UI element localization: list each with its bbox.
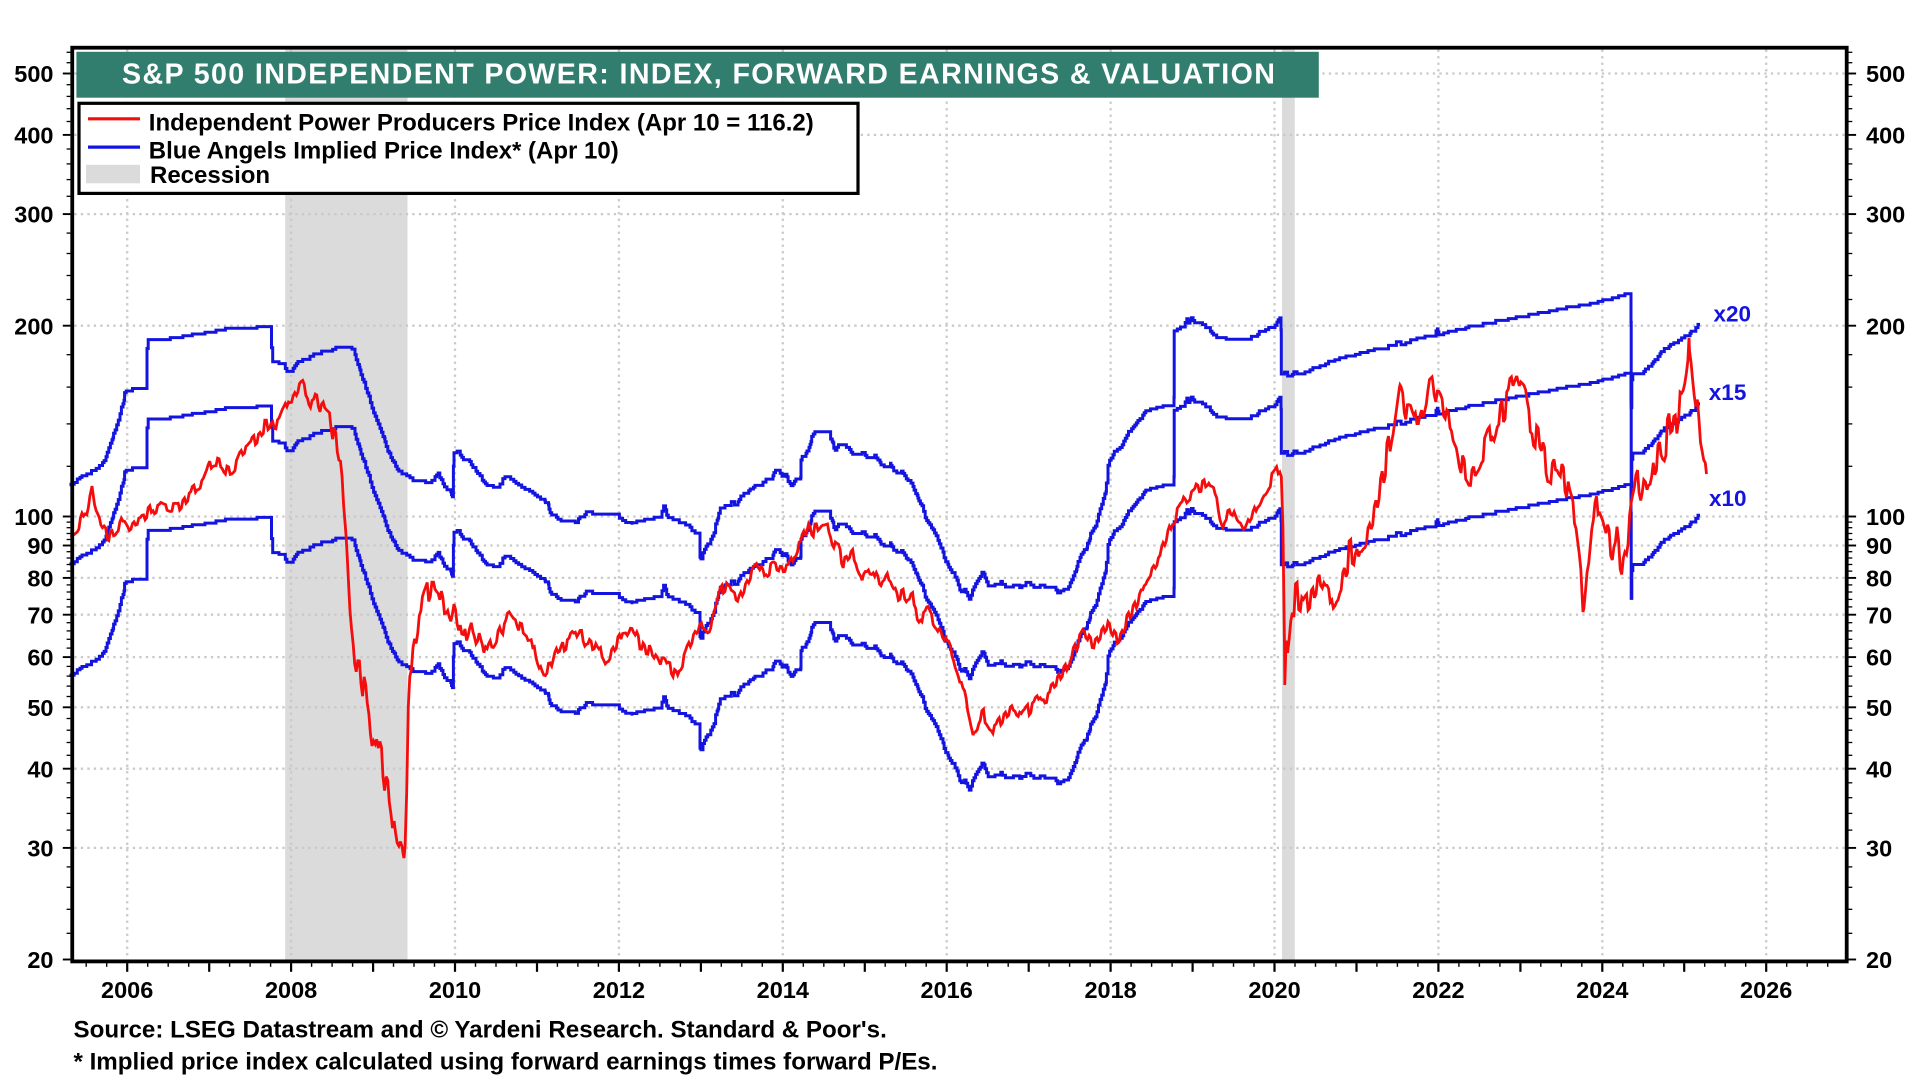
svg-text:2010: 2010 xyxy=(429,977,481,1003)
svg-text:200: 200 xyxy=(1866,313,1905,339)
svg-text:80: 80 xyxy=(1866,566,1892,592)
svg-text:2024: 2024 xyxy=(1576,977,1628,1003)
svg-text:40: 40 xyxy=(1866,756,1892,782)
svg-text:2006: 2006 xyxy=(101,977,153,1003)
svg-text:20: 20 xyxy=(1866,947,1892,973)
svg-text:70: 70 xyxy=(27,602,53,628)
svg-text:50: 50 xyxy=(27,695,53,721)
svg-text:300: 300 xyxy=(14,202,53,228)
svg-text:400: 400 xyxy=(1866,123,1905,149)
svg-text:2014: 2014 xyxy=(757,977,809,1003)
svg-text:* Implied price index calculat: * Implied price index calculated using f… xyxy=(74,1049,938,1076)
svg-text:400: 400 xyxy=(14,123,53,149)
svg-text:Recession: Recession xyxy=(150,162,270,189)
svg-text:2026: 2026 xyxy=(1740,977,1792,1003)
svg-text:90: 90 xyxy=(1866,533,1892,559)
svg-text:100: 100 xyxy=(1866,504,1905,530)
svg-text:Source: LSEG Datastream and ©: Source: LSEG Datastream and © Yardeni Re… xyxy=(74,1016,887,1043)
svg-text:2008: 2008 xyxy=(265,977,317,1003)
svg-text:500: 500 xyxy=(14,61,53,87)
svg-text:200: 200 xyxy=(14,313,53,339)
svg-text:80: 80 xyxy=(27,566,53,592)
svg-text:2022: 2022 xyxy=(1412,977,1464,1003)
svg-text:100: 100 xyxy=(14,504,53,530)
svg-text:S&P 500 INDEPENDENT POWER: IND: S&P 500 INDEPENDENT POWER: INDEX, FORWAR… xyxy=(122,59,1276,91)
svg-text:2018: 2018 xyxy=(1084,977,1136,1003)
svg-text:70: 70 xyxy=(1866,602,1892,628)
svg-text:90: 90 xyxy=(27,533,53,559)
svg-text:x20: x20 xyxy=(1714,302,1752,327)
svg-text:Independent Power Producers Pr: Independent Power Producers Price Index … xyxy=(149,109,814,136)
svg-text:50: 50 xyxy=(1866,695,1892,721)
svg-text:30: 30 xyxy=(27,836,53,862)
svg-text:30: 30 xyxy=(1866,836,1892,862)
svg-text:300: 300 xyxy=(1866,202,1905,228)
svg-text:Blue Angels Implied Price Inde: Blue Angels Implied Price Index* (Apr 10… xyxy=(149,137,619,164)
svg-text:x10: x10 xyxy=(1709,486,1747,511)
svg-text:2012: 2012 xyxy=(593,977,645,1003)
svg-text:20: 20 xyxy=(27,947,53,973)
svg-text:40: 40 xyxy=(27,756,53,782)
svg-text:60: 60 xyxy=(1866,645,1892,671)
svg-text:2020: 2020 xyxy=(1248,977,1300,1003)
svg-text:500: 500 xyxy=(1866,61,1905,87)
svg-text:60: 60 xyxy=(27,645,53,671)
svg-text:x15: x15 xyxy=(1709,380,1747,405)
svg-text:2016: 2016 xyxy=(921,977,973,1003)
